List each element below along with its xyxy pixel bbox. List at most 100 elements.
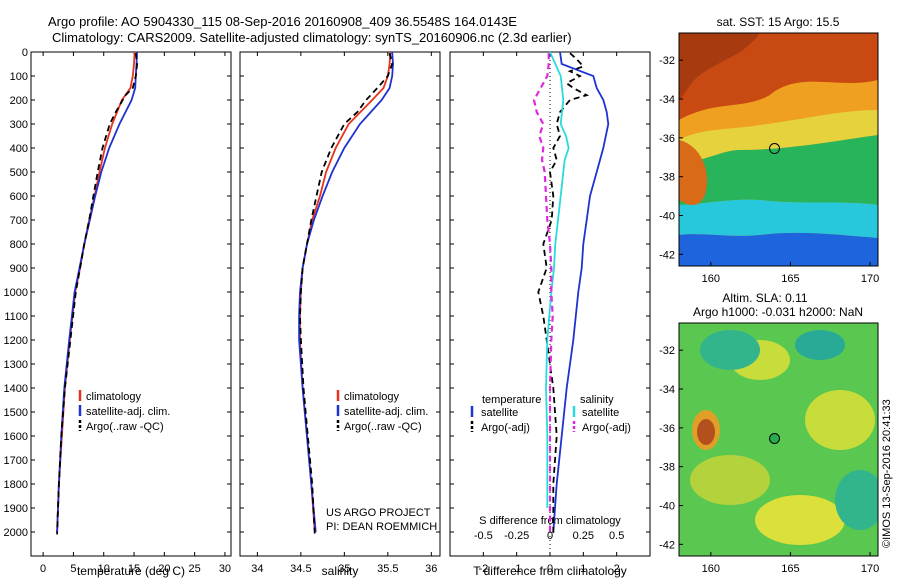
map-y-tick-label: -38 — [659, 462, 675, 474]
sla-map-title-line1: Altim. SLA: 0.11 — [722, 291, 807, 305]
map-x-tick-label: 170 — [861, 563, 879, 575]
sst-map: -32 -34 -36 -38 -40 -42 160 165 170 — [659, 32, 879, 285]
x-tick-label: 25 — [189, 563, 201, 575]
y-tick-label: 0 — [22, 47, 28, 59]
sla-map: -32 -34 -36 -38 -40 -42 160 165 170 — [659, 322, 879, 575]
map-x-tick-label: 165 — [781, 273, 799, 285]
series-line-satellite-adj-clim — [56, 51, 138, 533]
x-tick-label: 0 — [40, 563, 46, 575]
sla-patch-yellow-3 — [690, 455, 770, 505]
map-y-tick-label: -34 — [659, 94, 675, 106]
sla-field — [679, 323, 878, 556]
map-x-tick-label: 170 — [861, 273, 879, 285]
s-tick-label: -0.25 — [504, 530, 529, 542]
legend-entry: Argo(..raw -QC) — [344, 421, 422, 433]
map-y-tick-label: -32 — [659, 345, 675, 357]
sst-field — [679, 33, 878, 266]
y-tick-label: 1600 — [4, 431, 28, 443]
x-tick-label: 0 — [547, 563, 553, 575]
sst-band-cyan — [679, 199, 878, 238]
x-axis-label: temperature (deg C) — [77, 564, 185, 578]
legend-entry: satellite — [481, 407, 518, 419]
series-line-t-satellite — [552, 51, 610, 533]
x-tick-label: 36 — [425, 563, 437, 575]
pi-credit: PI: DEAN ROEMMICH — [326, 521, 437, 533]
map-y-tick-label: -42 — [659, 249, 675, 261]
sst-warm-tongue — [679, 140, 708, 205]
map-y-tick-label: -32 — [659, 55, 675, 67]
sst-band-green — [679, 135, 878, 205]
argo-float-marker — [769, 143, 781, 155]
x-tick-label: 34.5 — [290, 563, 311, 575]
temperature-panel: 0100200300400500600700800900100011001200… — [4, 47, 232, 578]
map-y-tick-label: -34 — [659, 384, 675, 396]
map-x-tick-label: 160 — [702, 563, 720, 575]
imos-timestamp: ©IMOS 13-Sep-2016 20:41:33 — [881, 399, 893, 548]
legend-title-temperature: temperature — [482, 394, 541, 406]
figure-title-line1: Argo profile: AO 5904330_115 08-Sep-2016… — [48, 14, 517, 29]
sla-patch-cyan-2 — [795, 330, 845, 360]
sst-map-frame — [678, 32, 879, 267]
y-tick-label: 1300 — [4, 359, 28, 371]
sla-patch-yellow-4 — [755, 495, 845, 545]
y-tick-label: 1800 — [4, 479, 28, 491]
map-y-tick-label: -38 — [659, 172, 675, 184]
legend-entry: climatology — [86, 391, 142, 403]
x-tick-label: 35 — [338, 563, 350, 575]
x-tick-label: 15 — [128, 563, 140, 575]
plot-frame — [239, 51, 441, 557]
project-credit: US ARGO PROJECT — [326, 507, 431, 519]
sla-patch-cyan-1 — [700, 330, 760, 370]
y-tick-label: 400 — [10, 143, 28, 155]
series-line-argo-raw-qc — [299, 52, 394, 535]
map-y-tick-label: -36 — [659, 423, 675, 435]
series-line-s-satellite — [545, 51, 570, 508]
y-tick-label: 500 — [10, 167, 28, 179]
sst-map-title: sat. SST: 15 Argo: 15.5 — [717, 15, 840, 29]
map-y-tick-label: -36 — [659, 133, 675, 145]
y-tick-label: 900 — [10, 263, 28, 275]
argo-float-marker — [769, 433, 781, 445]
legend-entry: satellite-adj. clim. — [86, 406, 170, 418]
sla-eddy-red — [697, 419, 715, 445]
x-tick-label: 34 — [251, 563, 263, 575]
y-tick-label: 1900 — [4, 503, 28, 515]
map-y-tick-label: -40 — [659, 211, 675, 223]
legend-entry: satellite — [582, 407, 619, 419]
legend-entry: Argo(-adj) — [481, 422, 530, 434]
y-tick-label: 600 — [10, 191, 28, 203]
sla-map-title-line2: Argo h1000: -0.031 h2000: NaN — [693, 305, 863, 319]
s-tick-label: 0.5 — [609, 530, 624, 542]
series-line-climatology — [299, 51, 392, 533]
map-y-tick-label: -40 — [659, 501, 675, 513]
y-tick-label: 2000 — [4, 527, 28, 539]
sla-patch-cyan-3 — [835, 470, 878, 530]
legend-entry: Argo(..raw -QC) — [86, 421, 164, 433]
series-line-t-argo-adj — [537, 52, 590, 535]
y-tick-label: 200 — [10, 95, 28, 107]
series-line-climatology — [56, 51, 136, 533]
salinity-panel: 34 34.5 35 35.5 36 salinity climatology satelli… — [239, 51, 441, 578]
sla-patch-yellow-2 — [805, 390, 875, 450]
sst-band-yellow — [679, 110, 878, 162]
sst-band-orange — [679, 80, 878, 140]
sst-band-blue — [679, 232, 878, 266]
x-tick-label: -1 — [512, 563, 522, 575]
s-tick-label: -0.5 — [474, 530, 493, 542]
y-tick-label: 1700 — [4, 455, 28, 467]
y-tick-label: 1100 — [4, 311, 28, 323]
x-tick-label: 30 — [219, 563, 231, 575]
legend-entry: satellite-adj. clim. — [344, 406, 428, 418]
sla-map-frame — [678, 322, 879, 557]
series-line-argo-raw-qc — [56, 53, 139, 535]
x-tick-label: -2 — [478, 563, 488, 575]
y-tick-label: 1400 — [4, 383, 28, 395]
y-tick-label: 1500 — [4, 407, 28, 419]
plot-frame — [30, 51, 232, 557]
y-tick-label: 300 — [10, 119, 28, 131]
y-tick-label: 800 — [10, 239, 28, 251]
x-tick-label: 5 — [70, 563, 76, 575]
x-tick-label: 35.5 — [377, 563, 398, 575]
